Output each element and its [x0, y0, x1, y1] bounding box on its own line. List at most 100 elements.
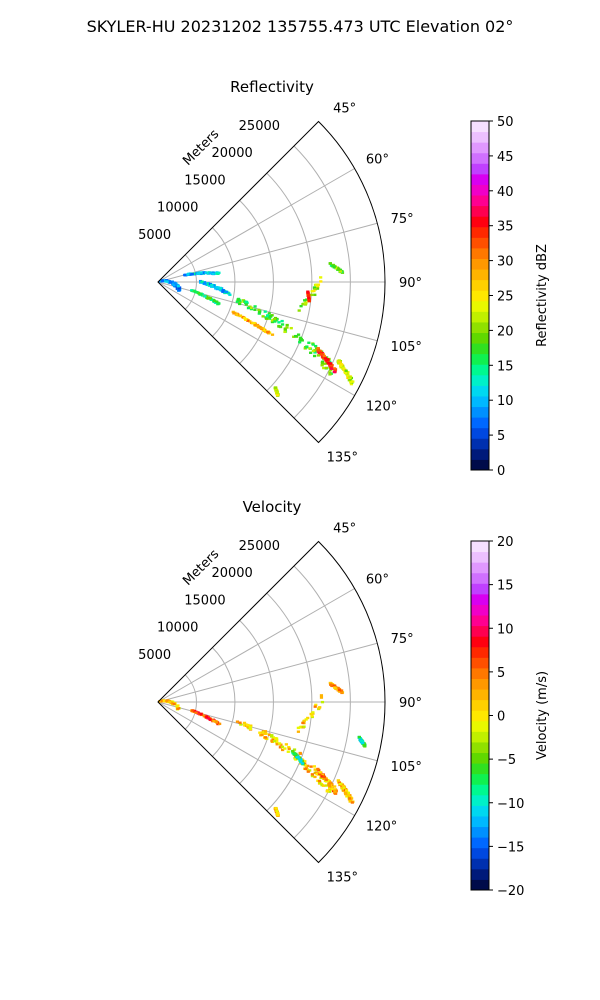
colorbar-segment [471, 720, 489, 732]
echo-cell [322, 775, 326, 778]
colorbar-segment [471, 815, 489, 828]
echo-cell [302, 719, 306, 722]
echo-cell [323, 356, 328, 359]
echo-cell [316, 767, 320, 771]
colorbar-segment [471, 636, 489, 648]
azimuth-tick-label: 60° [366, 152, 389, 167]
colorbar-tick-label: 5 [497, 666, 505, 681]
colorbar-segment [471, 237, 489, 249]
echo-cell [332, 684, 336, 687]
colorbar-segment [471, 279, 489, 291]
colorbar-segment [471, 667, 489, 679]
echo-cell [346, 374, 350, 377]
colorbar-segment [471, 868, 489, 880]
echo-cell [362, 744, 366, 747]
azimuth-spoke [157, 222, 378, 283]
colorbar-segment [471, 625, 489, 637]
echo-cell [196, 272, 200, 275]
colorbar-segment [471, 752, 489, 764]
echo-cell [186, 273, 190, 276]
echo-cell [235, 313, 239, 316]
echo-cell [257, 310, 262, 314]
echo-cell [279, 743, 283, 746]
colorbar-label: Reflectivity dBZ [535, 244, 550, 347]
echo-cell [336, 779, 340, 782]
echo-cell [309, 765, 313, 768]
echo-cell [249, 724, 253, 727]
colorbar-segment [471, 152, 489, 164]
echo-cell [347, 793, 351, 797]
colorbar-tick-label: 0 [497, 464, 505, 479]
echo-cell [236, 298, 240, 301]
echo-cell [204, 271, 208, 275]
echo-cell [249, 306, 253, 310]
echo-cell [311, 711, 315, 714]
echo-cell [235, 720, 240, 723]
echo-cell [341, 784, 345, 788]
echo-cell [343, 791, 347, 794]
colorbar-segment [471, 699, 489, 711]
echo-cell [338, 270, 343, 273]
colorbar-tick-label: 10 [497, 394, 514, 409]
echo-cell [238, 300, 242, 304]
echo-cell [271, 738, 275, 741]
echo-cell [270, 319, 275, 322]
echo-cell [280, 319, 284, 323]
echo-cell [339, 365, 343, 368]
echo-cell [304, 302, 308, 305]
echo-cell [296, 730, 301, 733]
colorbar-segment [471, 763, 489, 775]
echo-cell [176, 285, 180, 288]
echo-cell [197, 291, 201, 295]
echo-cell [257, 308, 261, 312]
echo-cell [327, 783, 332, 786]
echo-cell [263, 732, 267, 735]
radial-tick-label: 15000 [184, 173, 225, 188]
colorbar-tick-label: 45 [497, 150, 514, 165]
echo-cell [260, 733, 264, 737]
echo-cell [346, 376, 350, 380]
echo-cell [184, 273, 188, 277]
echo-cell [248, 727, 252, 731]
echo-cell [342, 367, 346, 370]
echo-cell [319, 280, 323, 283]
echo-cell [337, 267, 341, 270]
echo-cell [359, 739, 364, 743]
echo-cell [249, 307, 254, 311]
echo-cell [160, 279, 165, 282]
echo-cell [320, 364, 324, 367]
echo-cell [177, 286, 181, 290]
echo-cell [221, 289, 225, 292]
colorbar-segment [471, 710, 489, 722]
echo-cell [326, 361, 330, 365]
echo-cell [273, 739, 277, 743]
reflectivity-colorbar: 0 5 10 15 20 25 30 35 40 45 50 Reflectivity dBZ [470, 115, 550, 479]
echo-cell [315, 287, 320, 290]
colorbar-tick-label: 10 [497, 622, 514, 637]
echo-cell [350, 801, 354, 804]
echo-cell [319, 276, 323, 279]
echo-cell [314, 344, 318, 348]
colorbar-segment [471, 395, 489, 408]
echo-cell [246, 723, 250, 727]
colorbar-segment [471, 205, 489, 217]
echo-cell [337, 359, 341, 362]
radial-tick-label: 25000 [239, 119, 280, 134]
echo-cell [166, 280, 170, 283]
radial-tick-label: 5000 [138, 228, 171, 243]
echo-cell [256, 324, 260, 328]
colorbar-segment [471, 131, 489, 143]
colorbar-tick-label: 35 [497, 220, 514, 235]
echo-cell [303, 764, 307, 767]
echo-cell [318, 781, 322, 785]
echo-cell [306, 291, 310, 294]
echo-cell [318, 706, 322, 709]
echo-cell [287, 745, 291, 749]
echo-cell [321, 784, 326, 787]
reflectivity-title: Reflectivity [230, 78, 314, 96]
echo-cell [332, 367, 336, 370]
echo-cell [303, 299, 307, 302]
echo-cell [257, 312, 261, 315]
echo-cell [324, 784, 328, 787]
echo-cell [303, 767, 308, 771]
